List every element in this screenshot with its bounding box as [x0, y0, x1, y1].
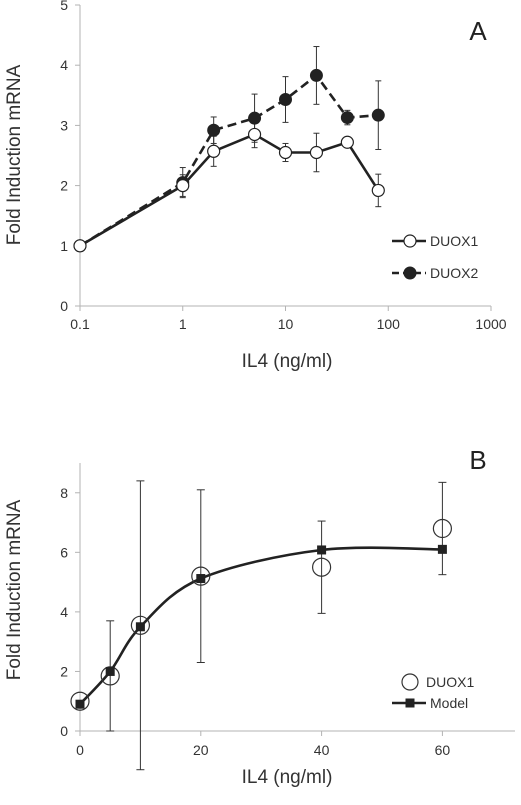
panel-a-x-tick-label: 1 — [179, 316, 187, 332]
panel-a-legend-label-duox1: DUOX1 — [430, 233, 478, 249]
panel-a-legend: DUOX1 DUOX2 — [392, 233, 478, 281]
panel-b-point-duox1 — [312, 557, 332, 577]
panel-b-point-model — [196, 574, 206, 584]
panel-a-point-duox1 — [207, 144, 221, 158]
panel-a-point-duox1 — [340, 135, 354, 149]
panel-b-point-model — [317, 545, 327, 555]
panel-a-x-tick-label: 10 — [278, 316, 294, 332]
panel-b-y-tick-label: 6 — [60, 544, 68, 560]
panel-b-point-model — [75, 699, 85, 709]
panel-a-y-tick-label: 5 — [60, 0, 68, 13]
panel-b-y-axis-title: Fold Induction mRNA — [4, 499, 25, 680]
panel-a-point-duox1 — [309, 145, 324, 160]
panel-b-chart: B Fold Induction mRNA IL4 (ng/ml) 0 2 4 6 8 0… — [4, 445, 515, 788]
panel-a-x-tick-label: 100 — [377, 316, 401, 332]
panel-b-point-model — [105, 666, 115, 676]
panel-a-point-duox1 — [371, 183, 385, 198]
panel-b-point-duox1 — [130, 615, 150, 635]
panel-b-x-axis-title: IL4 (ng/ml) — [242, 767, 333, 788]
panel-b-x-tick-label: 60 — [435, 742, 451, 758]
panel-a-point-duox2 — [207, 123, 221, 137]
panel-a-point-duox1 — [278, 145, 293, 160]
panel-a-series-line-duox1 — [79, 132, 380, 247]
panel-a-x-tick-label: 0.1 — [70, 316, 90, 332]
panel-b-error-bar-duox1 — [317, 520, 326, 614]
panel-a-legend-label-duox2: DUOX2 — [430, 265, 478, 281]
panel-a-letter: A — [469, 16, 487, 46]
panel-a-point-duox2 — [279, 93, 292, 107]
panel-a-y-tick-label: 4 — [60, 57, 68, 73]
panel-b-x-tick-label: 40 — [314, 742, 330, 758]
panel-b-point-model — [135, 622, 145, 632]
panel-b-y-tick-label: 4 — [60, 604, 68, 620]
panel-a-x-tick-label: 1000 — [475, 316, 506, 332]
panel-b-error-bar-duox1 — [438, 481, 447, 576]
panel-a-point-duox1 — [73, 239, 87, 253]
panel-a-y-tick-label: 1 — [60, 238, 68, 254]
panel-b-legend-marker-model — [405, 698, 415, 708]
panel-b-point-duox1 — [191, 566, 211, 586]
panel-a-legend-marker-duox2 — [403, 266, 417, 280]
panel-a-point-duox2 — [309, 68, 323, 82]
panel-b-legend-label-duox1: DUOX1 — [426, 674, 474, 690]
panel-b-letter: B — [469, 445, 486, 475]
panel-a-series-line-duox2 — [79, 73, 379, 247]
panel-a-x-axis-title: IL4 (ng/ml) — [242, 351, 333, 372]
panel-b-model-curve — [79, 546, 443, 706]
panel-b-y-tick-label: 2 — [60, 663, 68, 679]
panel-a-y-tick-label: 2 — [60, 178, 68, 194]
panel-b-point-model — [437, 544, 447, 554]
panel-b-point-duox1 — [100, 666, 120, 686]
panel-a-y-tick-label: 3 — [60, 117, 68, 133]
panel-a-y-tick-label: 0 — [60, 298, 68, 314]
panel-b-legend: DUOX1 Model — [392, 673, 474, 711]
panel-a-point-duox2 — [248, 111, 262, 125]
panel-a-point-duox2 — [340, 111, 354, 125]
panel-a-y-axis-title: Fold Induction mRNA — [4, 64, 25, 245]
panel-a-chart: A Fold Induction mRNA IL4 (ng/ml) 0 1 2 3 4 5… — [4, 0, 507, 372]
panel-b-x-tick-label: 20 — [193, 742, 209, 758]
panel-b-y-tick-label: 8 — [60, 485, 68, 501]
panel-a-point-duox2 — [371, 108, 385, 122]
panel-b-point-duox1 — [70, 691, 90, 711]
panel-b-point-duox1 — [432, 518, 452, 539]
panel-a-legend-marker-duox1 — [403, 234, 417, 248]
panel-b-x-tick-label: 0 — [76, 742, 84, 758]
panel-b-legend-label-model: Model — [430, 695, 468, 711]
panel-a-point-duox1 — [247, 127, 262, 142]
panel-b-legend-marker-duox1 — [401, 673, 419, 691]
panel-b-y-tick-label: 0 — [60, 723, 68, 739]
panel-a-point-duox1 — [176, 179, 190, 193]
